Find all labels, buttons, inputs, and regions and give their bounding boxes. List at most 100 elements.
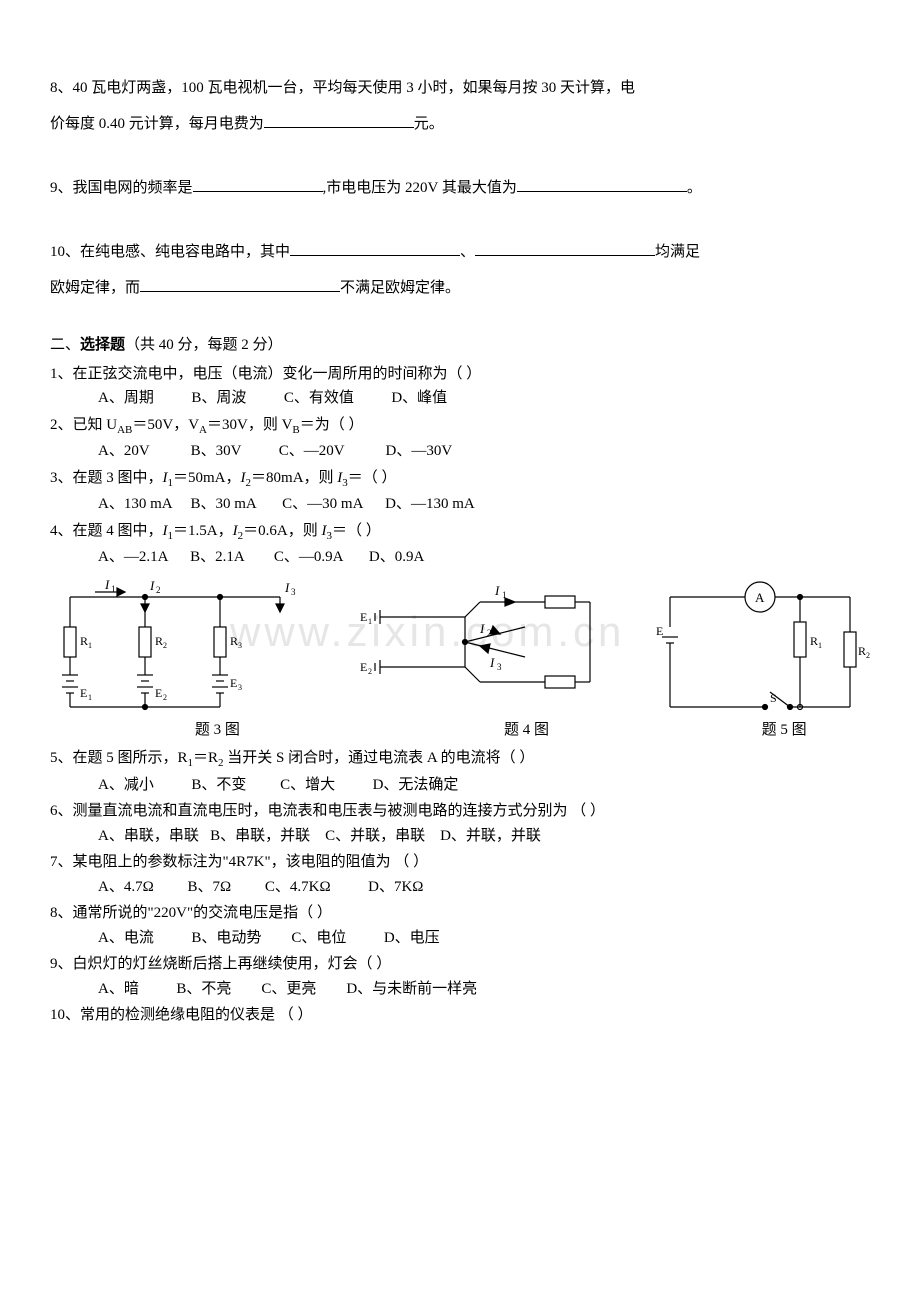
q10-e: 不满足欧姆定律。 bbox=[340, 280, 460, 296]
blank bbox=[290, 240, 460, 256]
svg-text:R: R bbox=[858, 644, 866, 658]
figure-3: I1 I2 I3 R1 R2 R3 E1 E2 E3 bbox=[50, 577, 300, 717]
cap3: 题 3 图 bbox=[50, 719, 325, 742]
t: 当开关 S 闭合时，通过电流表 A 的电流将（ ） bbox=[224, 750, 535, 766]
svg-text:S: S bbox=[770, 691, 777, 705]
t: A bbox=[199, 424, 207, 436]
svg-text:3: 3 bbox=[291, 587, 296, 597]
mcq-3: 3、在题 3 图中，I1＝50mA，I2＝80mA，则 I3＝（ ） A、130… bbox=[50, 467, 870, 516]
mcq4-stem: 4、在题 4 图中，I1＝1.5A，I2＝0.6A，则 I3＝（ ） bbox=[50, 520, 870, 545]
svg-text:E: E bbox=[656, 624, 663, 638]
q10-c: 均满足 bbox=[655, 244, 700, 260]
mcq1-opts: A、周期 B、周波 C、有效值 D、峰值 bbox=[50, 387, 870, 410]
t: 5、在题 5 图所示，R bbox=[50, 750, 188, 766]
mcq5-stem: 5、在题 5 图所示，R1＝R2 当开关 S 闭合时，通过电流表 A 的电流将（… bbox=[50, 747, 870, 772]
svg-text:E: E bbox=[360, 660, 367, 674]
svg-text:1: 1 bbox=[502, 590, 507, 600]
mcq2-opts: A、20V B、30V C、—20V D、—30V bbox=[50, 440, 870, 463]
q10-d: 欧姆定律，而 bbox=[50, 280, 140, 296]
svg-text:E: E bbox=[360, 610, 367, 624]
blank bbox=[193, 176, 323, 192]
figure-5: A E R1 R2 S bbox=[650, 577, 870, 717]
t: ＝（ ） bbox=[332, 523, 381, 539]
mcq6-stem: 6、测量直流电流和直流电压时，电流表和电压表与被测电路的连接方式分别为 （ ） bbox=[50, 800, 870, 823]
mcq-1: 1、在正弦交流电中，电压（电流）变化一周所用的时间称为（ ） A、周期 B、周波… bbox=[50, 363, 870, 410]
svg-text:I: I bbox=[489, 655, 495, 670]
mcq4-opts: A、—2.1A B、2.1A C、—0.9A D、0.9A bbox=[50, 546, 870, 569]
mcq2-stem: 2、已知 UAB＝50V，VA＝30V，则 VB＝为（ ） bbox=[50, 414, 870, 439]
mcq9-stem: 9、白炽灯的灯丝烧断后搭上再继续使用，灯会（ ） bbox=[50, 953, 870, 976]
mcq-2: 2、已知 UAB＝50V，VA＝30V，则 VB＝为（ ） A、20V B、30… bbox=[50, 414, 870, 463]
cap5: 题 5 图 bbox=[638, 719, 870, 742]
t: ＝50V，V bbox=[132, 417, 199, 433]
t: ＝30V，则 V bbox=[207, 417, 292, 433]
mcq-5: 5、在题 5 图所示，R1＝R2 当开关 S 闭合时，通过电流表 A 的电流将（… bbox=[50, 747, 870, 796]
svg-text:I: I bbox=[479, 621, 485, 636]
q8-text-3: 元。 bbox=[414, 116, 444, 132]
t: ＝0.6A，则 bbox=[243, 523, 321, 539]
t: ＝1.5A， bbox=[173, 523, 233, 539]
svg-text:3: 3 bbox=[497, 662, 502, 672]
svg-text:2: 2 bbox=[163, 693, 167, 702]
svg-text:I: I bbox=[284, 580, 290, 595]
mcq8-opts: A、电流 B、电动势 C、电位 D、电压 bbox=[50, 927, 870, 950]
svg-text:R: R bbox=[155, 634, 163, 648]
t: 4、在题 4 图中， bbox=[50, 523, 163, 539]
t: 3、在题 3 图中， bbox=[50, 470, 163, 486]
mcq9-opts: A、暗 B、不亮 C、更亮 D、与未断前一样亮 bbox=[50, 978, 870, 1001]
q10-a: 10、在纯电感、纯电容电路中，其中 bbox=[50, 244, 290, 260]
svg-text:E: E bbox=[80, 686, 87, 700]
svg-text:E: E bbox=[155, 686, 162, 700]
mcq-6: 6、测量直流电流和直流电压时，电流表和电压表与被测电路的连接方式分别为 （ ） … bbox=[50, 800, 870, 847]
svg-text:A: A bbox=[755, 590, 765, 605]
svg-text:1: 1 bbox=[818, 641, 822, 650]
svg-text:2: 2 bbox=[487, 628, 492, 638]
svg-text:I: I bbox=[494, 583, 500, 598]
t: ＝为（ ） bbox=[300, 417, 364, 433]
mcq-9: 9、白炽灯的灯丝烧断后搭上再继续使用，灯会（ ） A、暗 B、不亮 C、更亮 D… bbox=[50, 953, 870, 1000]
cap4: 题 4 图 bbox=[325, 719, 638, 742]
svg-text:I: I bbox=[104, 577, 110, 592]
svg-text:R: R bbox=[230, 634, 238, 648]
fill-q9: 9、我国电网的频率是 ,市电电压为 220V 其最大值为 。 bbox=[50, 170, 870, 206]
mcq10-stem: 10、常用的检测绝缘电阻的仪表是 （ ） bbox=[50, 1004, 870, 1027]
svg-text:2: 2 bbox=[368, 667, 372, 676]
mcq-8: 8、通常所说的"220V"的交流电压是指（ ） A、电流 B、电动势 C、电位 … bbox=[50, 902, 870, 949]
blank bbox=[264, 112, 414, 128]
blank bbox=[475, 240, 655, 256]
q9-c: 。 bbox=[687, 180, 702, 196]
svg-text:I: I bbox=[149, 578, 155, 593]
svg-text:R: R bbox=[810, 634, 818, 648]
q8-text-1: 8、40 瓦电灯两盏，100 瓦电视机一台，平均每天使用 3 小时，如果每月按 … bbox=[50, 80, 635, 96]
mcq-10: 10、常用的检测绝缘电阻的仪表是 （ ） bbox=[50, 1004, 870, 1027]
mcq-4: 4、在题 4 图中，I1＝1.5A，I2＝0.6A，则 I3＝（ ） A、—2.… bbox=[50, 520, 870, 569]
svg-text:2: 2 bbox=[866, 651, 870, 660]
svg-text:1: 1 bbox=[88, 693, 92, 702]
mcq3-stem: 3、在题 3 图中，I1＝50mA，I2＝80mA，则 I3＝（ ） bbox=[50, 467, 870, 492]
section2-heading: 二、选择题（共 40 分，每题 2 分） bbox=[50, 334, 870, 357]
mcq5-opts: A、减小 B、不变 C、增大 D、无法确定 bbox=[50, 774, 870, 797]
svg-text:3: 3 bbox=[238, 683, 242, 692]
svg-text:3: 3 bbox=[238, 641, 242, 650]
svg-text:2: 2 bbox=[163, 641, 167, 650]
svg-text:1: 1 bbox=[368, 617, 372, 626]
figure-4: E1 E2 I1 I2 I3 bbox=[350, 577, 600, 707]
svg-text:1: 1 bbox=[88, 641, 92, 650]
t: ＝80mA，则 bbox=[251, 470, 337, 486]
svg-text:1: 1 bbox=[111, 584, 116, 594]
svg-text:R: R bbox=[80, 634, 88, 648]
mcq7-opts: A、4.7Ω B、7Ω C、4.7KΩ D、7KΩ bbox=[50, 876, 870, 899]
figure-captions: 题 3 图 题 4 图 题 5 图 bbox=[50, 719, 870, 742]
blank bbox=[140, 276, 340, 292]
q9-a: 9、我国电网的频率是 bbox=[50, 180, 193, 196]
section2-text: 二、选择题（共 40 分，每题 2 分） bbox=[50, 337, 283, 353]
mcq1-stem: 1、在正弦交流电中，电压（电流）变化一周所用的时间称为（ ） bbox=[50, 363, 870, 386]
circuit-figures: I1 I2 I3 R1 R2 R3 E1 E2 E3 bbox=[50, 577, 870, 717]
mcq7-stem: 7、某电阻上的参数标注为"4R7K"，该电阻的阻值为 （ ） bbox=[50, 851, 870, 874]
mcq8-stem: 8、通常所说的"220V"的交流电压是指（ ） bbox=[50, 902, 870, 925]
t: ＝（ ） bbox=[348, 470, 397, 486]
svg-text:E: E bbox=[230, 676, 237, 690]
t: AB bbox=[117, 424, 132, 436]
q9-b: ,市电电压为 220V 其最大值为 bbox=[323, 180, 517, 196]
mcq6-opts: A、串联，串联 B、串联，并联 C、并联，串联 D、并联，并联 bbox=[50, 825, 870, 848]
